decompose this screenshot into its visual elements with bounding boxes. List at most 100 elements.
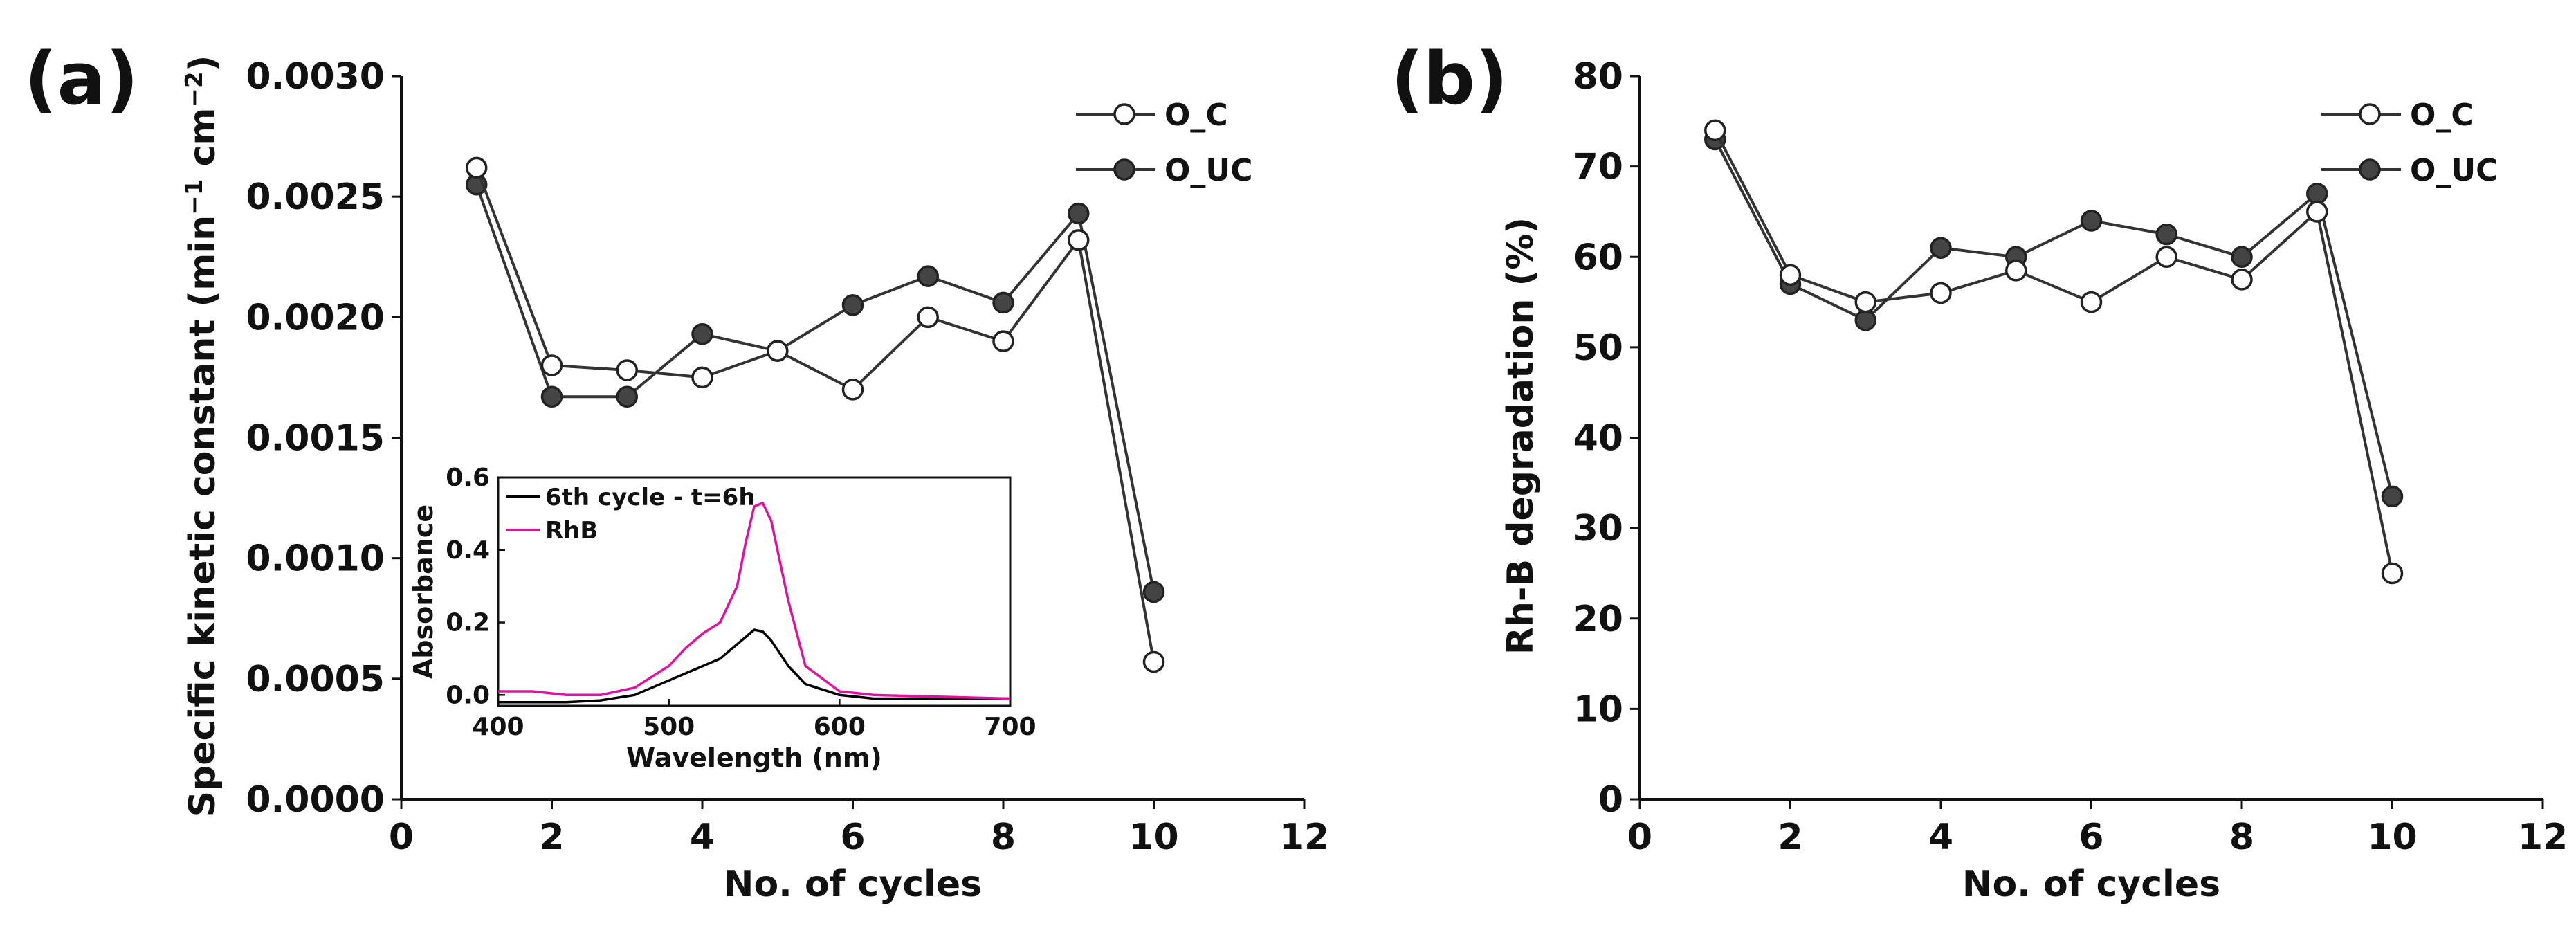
chart-a-point-O_C [767,340,789,362]
inset-x-tick-label: 700 [984,713,1036,741]
chart-b-point-O_C [2005,260,2027,282]
chart-b: 0 10 20 30 40 50 60 70 80 0 2 4 6 8 10 12 No. of cycles O… [1573,56,2568,905]
chart-b-point-O_UC [2155,223,2177,246]
chart-b-series-O_UC-line [1713,138,2394,497]
chart-b-legend-label: O_C [2410,98,2474,133]
chart-b-y-tick-label: 60 [1573,237,1623,278]
chart-b-y-tick-label: 70 [1573,147,1623,188]
chart-a-x-tick-label: 0 [389,817,414,858]
chart-b-point-O_C [1930,282,1952,304]
chart-a-series-O_UC-line [475,184,1155,592]
chart-b-legend-marker [2359,103,2381,125]
chart-b-point-O_C [1854,291,1876,313]
chart-b-point-O_C [2080,291,2103,313]
chart-b-point-O_C [2381,562,2404,585]
chart-a-point-O_C [466,156,488,179]
chart-a-xlabel: No. of cycles [724,864,982,905]
chart-a-y-tick-label: 0.0000 [246,779,385,821]
chart-b-point-O_UC [2080,210,2103,232]
chart-b-series-O_C-line [1713,129,2394,574]
chart-b-point-O_C [1704,119,1726,142]
chart-b-y-tick-label: 40 [1573,418,1623,460]
chart-b-legend-marker [2359,158,2381,181]
chart-a-series-O_C-line [475,167,1155,662]
chart-a-point-O_UC [616,385,638,408]
chart-a-point-O_C [616,359,638,381]
chart-b-x-tick-label: 6 [2079,817,2103,858]
inset-ylabel: Absorbance [408,504,439,679]
chart-b-y-tick-label: 80 [1573,56,1623,98]
chart-b-legend-label: O_UC [2410,153,2498,188]
panel-b-label: (b) [1391,37,1508,121]
chart-a-y-tick-label: 0.0025 [246,176,385,218]
chart-a-point-O_UC [691,322,713,345]
chart-b-ylabel: Rh-B degradation (%) [1500,217,1542,655]
chart-a-x-tick-label: 10 [1129,817,1178,858]
chart-a: 0.00000.00050.00100.00150.00200.00250.00… [246,56,1329,905]
inset-legend-label: 6th cycle - t=6h [545,484,756,511]
chart-b-y-tick-label: 0 [1598,779,1623,821]
chart-a-legend-marker [1113,103,1135,125]
chart-a-point-O_C [992,330,1014,352]
chart-a-point-O_C [841,379,864,401]
inset-y-tick-label: 0.6 [446,464,490,492]
chart-a-point-O_C [691,366,713,389]
chart-a-y-tick-label: 0.0015 [246,418,385,460]
chart-b-point-O_C [2306,201,2328,223]
inset-x-tick-label: 600 [814,713,866,741]
chart-b-x-tick-label: 12 [2518,817,2568,858]
chart-a-x-tick-label: 4 [690,817,715,858]
chart-a-x-tick-label: 8 [991,817,1016,858]
chart-b-y-tick-label: 30 [1573,508,1623,549]
chart-a-point-O_C [1142,650,1165,673]
inset-y-tick-label: 0.2 [446,609,490,637]
chart-b-x-tick-label: 2 [1778,817,1802,858]
chart-a-legend-label: O_UC [1164,153,1252,188]
chart-a-legend-marker [1113,158,1135,181]
chart-a-x-tick-label: 12 [1279,817,1329,858]
chart-b-x-tick-label: 0 [1627,817,1652,858]
chart-b-y-tick-label: 20 [1573,599,1623,640]
inset-series-line [498,628,1010,704]
chart-b-y-tick-label: 50 [1573,327,1623,369]
chart-b-x-tick-label: 10 [2367,817,2417,858]
chart-b-point-O_UC [2231,246,2253,268]
chart-b-x-tick-label: 4 [1928,817,1953,858]
inset-x-tick-label: 500 [643,713,695,741]
chart-b-point-O_UC [1854,309,1876,331]
inset-xlabel: Wavelength (nm) [626,743,882,773]
inset-frame [497,476,1012,707]
chart-b-x-tick-label: 8 [2229,817,2254,858]
chart-a-point-O_C [540,354,563,376]
chart-a-point-O_C [917,306,939,329]
inset-legend-label: RhB [545,517,598,545]
chart-a-x-tick-label: 2 [539,817,564,858]
chart-b-y-tick-label: 10 [1573,689,1623,730]
chart-a-ylabel: Specific kinetic constant (min−1 cm−2) [181,55,223,817]
chart-b-point-O_UC [1930,237,1952,259]
chart-a-point-O_UC [540,385,563,408]
inset-x-tick-label: 400 [472,713,524,741]
chart-a-point-O_UC [841,294,864,316]
panel-a-label: (a) [24,37,138,121]
chart-a-point-O_C [1068,229,1090,251]
chart-b-xlabel: No. of cycles [1962,864,2220,905]
inset-y-tick-label: 0.4 [446,536,490,565]
chart-a-y-tick-label: 0.0005 [246,659,385,700]
chart-a-x-tick-label: 6 [840,817,865,858]
chart-b-point-O_C [2231,269,2253,291]
inset-series-line [498,501,1011,700]
chart-b-point-O_UC [2306,183,2328,205]
chart-a-legend-label: O_C [1164,98,1228,133]
chart-b-point-O_C [2155,246,2177,268]
chart-a-point-O_UC [1068,202,1090,225]
chart-a-point-O_UC [992,291,1014,314]
chart-a-point-O_UC [917,265,939,287]
chart-a-y-tick-label: 0.0010 [246,538,385,580]
chart-b-point-O_UC [2381,485,2404,508]
chart-a-y-tick-label: 0.0030 [246,56,385,98]
chart-a-y-tick-label: 0.0020 [246,297,385,338]
chart-b-point-O_C [1779,264,1802,286]
inset-y-tick-label: 0.0 [446,681,490,709]
